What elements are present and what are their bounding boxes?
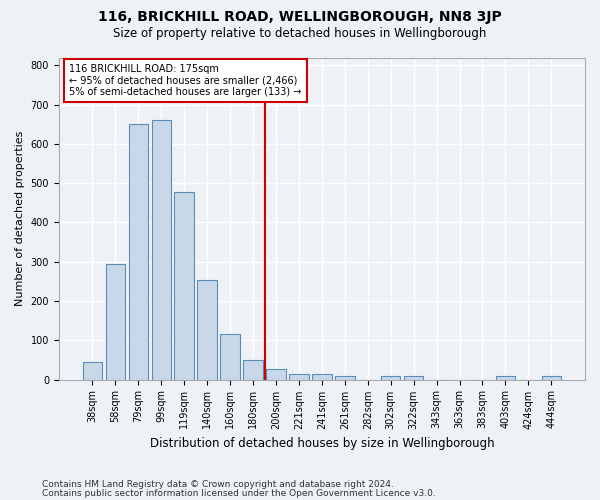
Bar bbox=[542, 376, 561, 380]
Text: 116 BRICKHILL ROAD: 175sqm
← 95% of detached houses are smaller (2,466)
5% of se: 116 BRICKHILL ROAD: 175sqm ← 95% of deta… bbox=[70, 64, 302, 97]
Bar bbox=[152, 120, 171, 380]
Bar bbox=[175, 192, 194, 380]
Text: Size of property relative to detached houses in Wellingborough: Size of property relative to detached ho… bbox=[113, 28, 487, 40]
Bar bbox=[244, 360, 263, 380]
Bar bbox=[289, 374, 308, 380]
Bar bbox=[128, 124, 148, 380]
Bar bbox=[197, 280, 217, 380]
Bar bbox=[335, 376, 355, 380]
Y-axis label: Number of detached properties: Number of detached properties bbox=[15, 131, 25, 306]
X-axis label: Distribution of detached houses by size in Wellingborough: Distribution of detached houses by size … bbox=[149, 437, 494, 450]
Bar bbox=[496, 376, 515, 380]
Text: Contains public sector information licensed under the Open Government Licence v3: Contains public sector information licen… bbox=[42, 490, 436, 498]
Bar bbox=[312, 374, 332, 380]
Bar bbox=[381, 376, 400, 380]
Bar bbox=[220, 334, 240, 380]
Bar bbox=[404, 376, 424, 380]
Bar bbox=[266, 368, 286, 380]
Text: 116, BRICKHILL ROAD, WELLINGBOROUGH, NN8 3JP: 116, BRICKHILL ROAD, WELLINGBOROUGH, NN8… bbox=[98, 10, 502, 24]
Bar bbox=[83, 362, 102, 380]
Text: Contains HM Land Registry data © Crown copyright and database right 2024.: Contains HM Land Registry data © Crown c… bbox=[42, 480, 394, 489]
Bar bbox=[106, 264, 125, 380]
